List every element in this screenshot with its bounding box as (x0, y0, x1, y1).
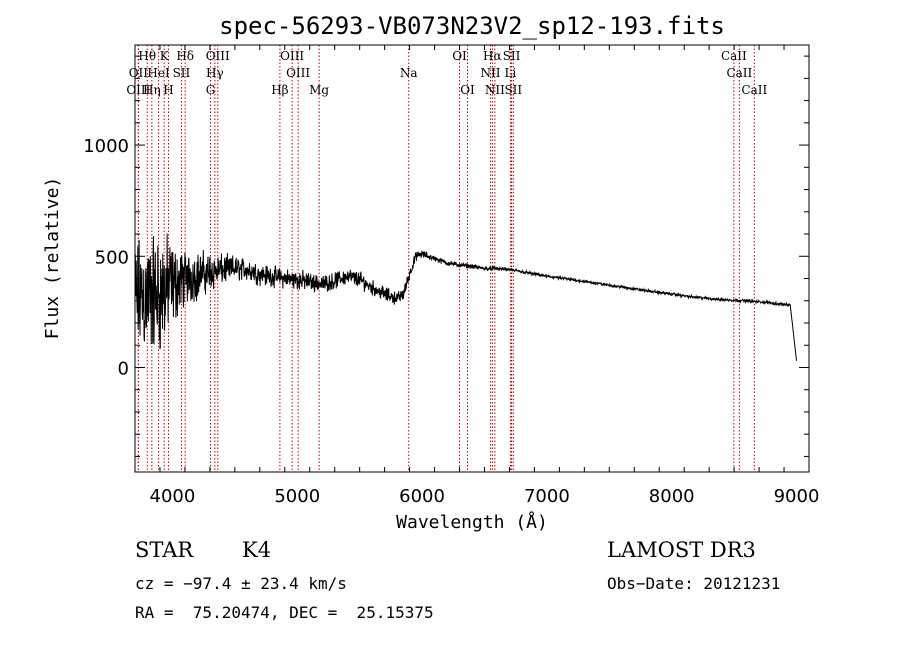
x-tick-label: 7000 (524, 486, 570, 507)
line-label-3: OIII (206, 49, 230, 63)
line-label-6: Hα (483, 49, 502, 63)
spectrum-line (134, 233, 797, 361)
line-label-4: OIII (280, 49, 304, 63)
plot-frame (134, 44, 810, 473)
x-tick-label: 5000 (274, 486, 320, 507)
x-tick-label: 4000 (150, 486, 196, 507)
line-label-15: NII (480, 66, 500, 80)
line-label-18: OIII (126, 83, 150, 97)
redshift-velocity: cz = −97.4 ± 23.4 km/s (135, 574, 347, 593)
line-label-10: HeI (147, 66, 170, 80)
coordinates: RA = 75.20474, DEC = 25.15375 (135, 603, 434, 622)
line-label-24: OI (460, 83, 475, 97)
line-label-7: SII (503, 49, 521, 63)
y-tick-label: 0 (118, 358, 129, 379)
line-label-26: SII (504, 83, 522, 97)
line-label-0: Hθ (138, 49, 156, 63)
line-label-23: Mg (309, 83, 329, 97)
line-label-16: Li (505, 66, 517, 80)
line-label-2: Hδ (176, 49, 194, 63)
line-label-14: Na (400, 66, 418, 80)
y-axis-label: Flux (relative) (42, 177, 63, 340)
line-label-12: Hγ (206, 66, 224, 80)
object-class: STAR (135, 538, 194, 562)
spectral-line-markers (137, 45, 755, 472)
line-label-19: Hη (143, 83, 161, 97)
x-tick-label: 9000 (774, 486, 820, 507)
line-label-8: CaII (721, 49, 747, 63)
line-label-21: G (206, 83, 216, 97)
x-axis-label: Wavelength (Å) (396, 511, 548, 533)
line-label-11: SII (173, 66, 191, 80)
chart-title: spec-56293-VB073N23V2_sp12-193.fits (219, 12, 725, 40)
axis-ticks: 4000 5000 6000 7000 8000 9000 0 500 1000 (83, 45, 819, 507)
observation-date: Obs−Date: 20121231 (607, 574, 781, 593)
y-tick-label: 1000 (83, 136, 129, 157)
line-label-17: CaII (726, 66, 752, 80)
spectral-subclass: K4 (242, 538, 272, 562)
x-tick-label: 6000 (399, 486, 445, 507)
line-label-25: NII (485, 83, 505, 97)
y-tick-label: 500 (95, 247, 129, 268)
survey-release: LAMOST DR3 (607, 538, 756, 562)
line-label-1: K (160, 49, 170, 63)
line-label-5: OI (452, 49, 467, 63)
line-label-22: Hβ (271, 83, 288, 97)
line-label-20: H (163, 83, 173, 97)
line-label-13: OIII (286, 66, 310, 80)
x-tick-label: 8000 (649, 486, 695, 507)
line-label-9: OII (129, 66, 149, 80)
line-label-27: CaII (741, 83, 767, 97)
